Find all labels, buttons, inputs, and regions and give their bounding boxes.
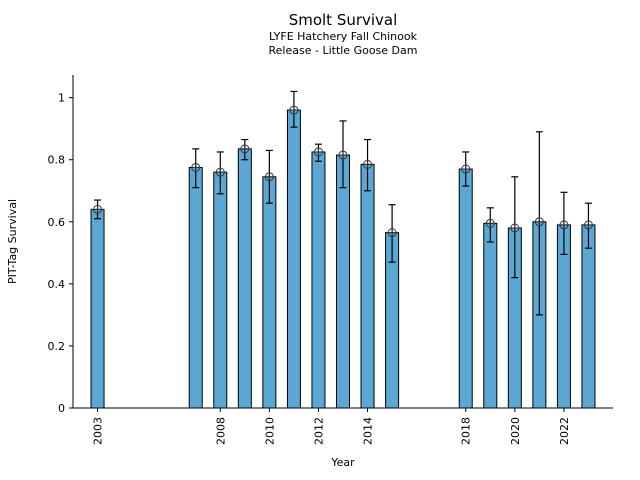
y-axis-title: PIT-Tag Survival [6,199,19,284]
x-tick-label: 2022 [558,417,571,445]
bar-2009 [237,148,252,409]
y-tick-label: 1 [58,92,65,105]
y-tick-label: 0.8 [48,154,66,167]
bar-2019 [483,222,498,409]
x-tick-label: 2012 [312,417,325,445]
y-tick-label: 0.6 [48,216,66,229]
y-tick-label: 0.2 [48,340,66,353]
x-tick-label: 2008 [214,417,227,445]
x-tick-label: 2020 [509,417,522,445]
bar-2010 [262,176,277,409]
y-tick-label: 0.4 [48,278,66,291]
x-tick-label: 2018 [460,417,473,445]
x-tick-label: 2014 [362,417,375,445]
bar-2007 [188,166,203,409]
title-block: Smolt Survival LYFE Hatchery Fall Chinoo… [73,11,613,58]
bar-2018 [458,168,473,409]
bar-2013 [336,154,350,409]
bar-2003 [90,208,105,409]
bar-2014 [360,163,375,409]
bar-2012 [311,151,326,409]
bar-2008 [213,171,228,409]
x-tick-label: 2003 [92,417,105,445]
x-axis-title: Year [330,456,355,469]
chart-subtitle-line1: LYFE Hatchery Fall Chinook [269,29,417,43]
chart-subtitle-line2: Release - Little Goose Dam [268,44,418,58]
bar-2023 [581,224,596,409]
x-tick-label: 2010 [263,417,276,445]
bar-2011 [286,109,301,409]
chart-title: Smolt Survival [288,11,398,29]
y-tick-label: 0 [58,402,65,415]
